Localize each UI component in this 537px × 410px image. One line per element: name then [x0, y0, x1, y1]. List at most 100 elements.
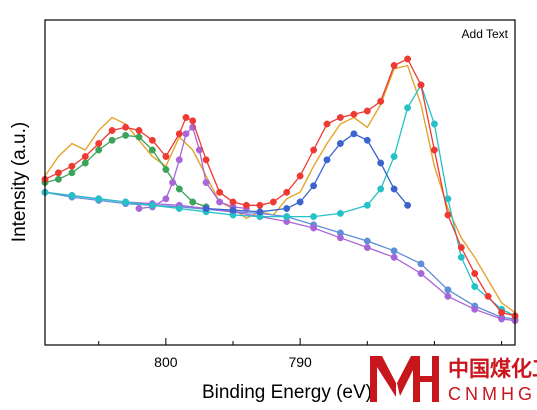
fit-point: [404, 104, 412, 112]
fit-point: [182, 130, 190, 138]
fit-point: [242, 201, 250, 209]
fit-point: [363, 237, 371, 245]
fit-point: [363, 244, 371, 251]
fit-point: [202, 205, 210, 212]
fit-series-4: [135, 123, 250, 212]
fit-point: [229, 206, 237, 214]
fit-point: [122, 123, 130, 131]
fit-point: [310, 213, 318, 221]
fit-point: [310, 224, 318, 232]
fit-point: [202, 179, 210, 186]
fit-point: [471, 283, 479, 290]
cnmhg-logo-mark: [370, 356, 439, 402]
fit-point: [430, 146, 438, 154]
fit-point: [162, 166, 170, 173]
fit-point: [175, 185, 183, 193]
fit-point: [95, 140, 103, 147]
fit-point: [457, 244, 465, 251]
fit-point: [162, 195, 170, 203]
plot-background: [45, 20, 515, 345]
fit-point: [310, 182, 318, 190]
fit-point: [417, 260, 425, 268]
fit-point: [296, 172, 304, 180]
fit-series-6: [202, 130, 412, 216]
fit-point: [471, 270, 479, 277]
x-axis-ticks: 800 790: [98, 338, 503, 370]
x-tick-label: 800: [154, 354, 178, 370]
fit-point: [54, 169, 62, 177]
fit-point: [444, 292, 452, 300]
fit-point: [283, 188, 291, 196]
fit-point: [283, 213, 291, 221]
cnmhg-logo: 中国煤化工 CNMHG: [370, 356, 537, 404]
fit-point: [336, 234, 344, 242]
fit-point: [336, 114, 344, 121]
fit-point: [162, 153, 170, 160]
fit-point: [323, 156, 331, 164]
fit-series-3: [41, 131, 210, 211]
fit-point: [68, 192, 76, 199]
fit-point: [169, 179, 177, 186]
fit-point: [390, 153, 398, 160]
add-text-annotation: Add Text: [462, 27, 509, 41]
fit-series-7: [41, 55, 519, 320]
fit-point: [148, 146, 156, 154]
fit-point: [122, 198, 130, 206]
fit-point: [363, 107, 371, 115]
x-axis-title: Binding Energy (eV): [202, 382, 372, 403]
plot-frame: [44, 19, 516, 346]
fit-point: [471, 305, 479, 313]
fit-point: [323, 120, 331, 128]
fit-point: [135, 205, 143, 212]
fit-point: [336, 140, 344, 147]
fit-point: [417, 81, 425, 89]
fit-point: [175, 156, 183, 164]
fit-point: [202, 156, 210, 164]
fit-point: [377, 159, 385, 167]
y-axis-title: Intensity (a.u.): [9, 122, 30, 242]
fit-point: [498, 315, 506, 323]
fit-point: [404, 201, 412, 209]
fit-point: [95, 195, 103, 203]
fit-point: [256, 201, 264, 209]
x-tick-label: 790: [288, 354, 312, 370]
logo-text-cn: 中国煤化工: [448, 357, 537, 381]
fit-point: [444, 211, 452, 219]
fit-point: [377, 97, 385, 105]
fit-point: [81, 153, 89, 160]
fit-point: [350, 130, 358, 138]
fit-point: [189, 198, 197, 206]
fit-point: [269, 198, 277, 206]
fit-point: [81, 159, 89, 167]
fit-point: [390, 185, 398, 193]
fit-point: [108, 127, 116, 134]
fit-point: [229, 198, 237, 206]
fit-point: [444, 286, 452, 294]
fit-point: [363, 136, 371, 144]
fit-point: [135, 133, 143, 141]
raw-spectrum-line: [44, 64, 516, 314]
fit-point: [135, 127, 143, 134]
fit-point: [350, 110, 358, 118]
fit-point: [216, 198, 224, 206]
fit-point: [68, 169, 76, 177]
fit-point: [457, 253, 465, 261]
raw-spectrum-layer: [44, 64, 516, 314]
fit-point: [122, 131, 130, 139]
fit-point: [182, 114, 190, 121]
fit-point: [148, 201, 156, 209]
logo-text-en: CNMHG: [448, 384, 536, 404]
fit-point: [296, 198, 304, 206]
fit-point: [283, 205, 291, 212]
fit-point: [404, 55, 412, 63]
fit-point: [377, 185, 385, 193]
fit-point: [68, 162, 76, 170]
fit-point: [54, 175, 62, 183]
fit-point: [310, 146, 318, 154]
fit-point: [417, 270, 425, 277]
fit-point: [175, 130, 183, 138]
fit-point: [390, 62, 398, 69]
fit-point: [498, 309, 506, 316]
fit-point: [363, 201, 371, 209]
